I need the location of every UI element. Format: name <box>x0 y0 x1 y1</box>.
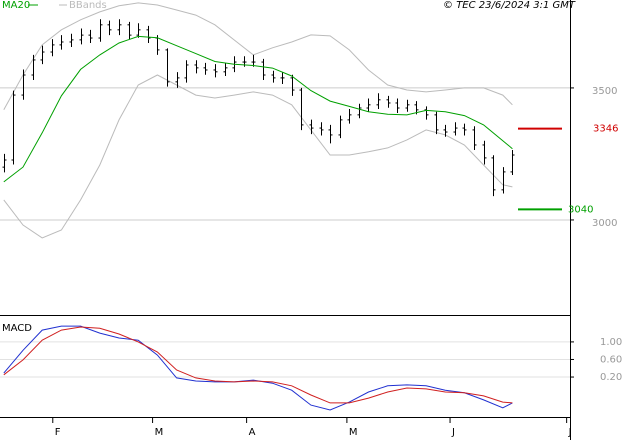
level-label: 3346 <box>593 124 618 135</box>
y2-tick-label: 1.00 <box>600 337 622 348</box>
x-tick-label: F <box>55 427 61 438</box>
macd-title: MACD <box>2 323 32 334</box>
level-label: 3040 <box>568 204 593 215</box>
bband-upper <box>3 2 513 111</box>
x-tick-label: J <box>451 427 455 438</box>
legend-label: MA20 <box>2 0 30 11</box>
copyright: © TEC 23/6/2024 3:1 GMT <box>443 0 576 11</box>
ma-line <box>3 35 513 183</box>
y-tick-label: 3000 <box>592 218 617 229</box>
bband-lower <box>3 74 513 239</box>
x-tick-label: J <box>568 427 572 438</box>
x-tick-label: M <box>155 427 164 438</box>
y2-tick-label: 0.20 <box>600 372 622 383</box>
legend-label: BBands <box>69 0 107 11</box>
x-tick-label: M <box>349 427 358 438</box>
x-tick-label: A <box>249 427 256 438</box>
y2-tick-label: 0.60 <box>600 354 622 365</box>
y-tick-label: 3500 <box>592 86 617 97</box>
macd-line <box>3 326 513 404</box>
